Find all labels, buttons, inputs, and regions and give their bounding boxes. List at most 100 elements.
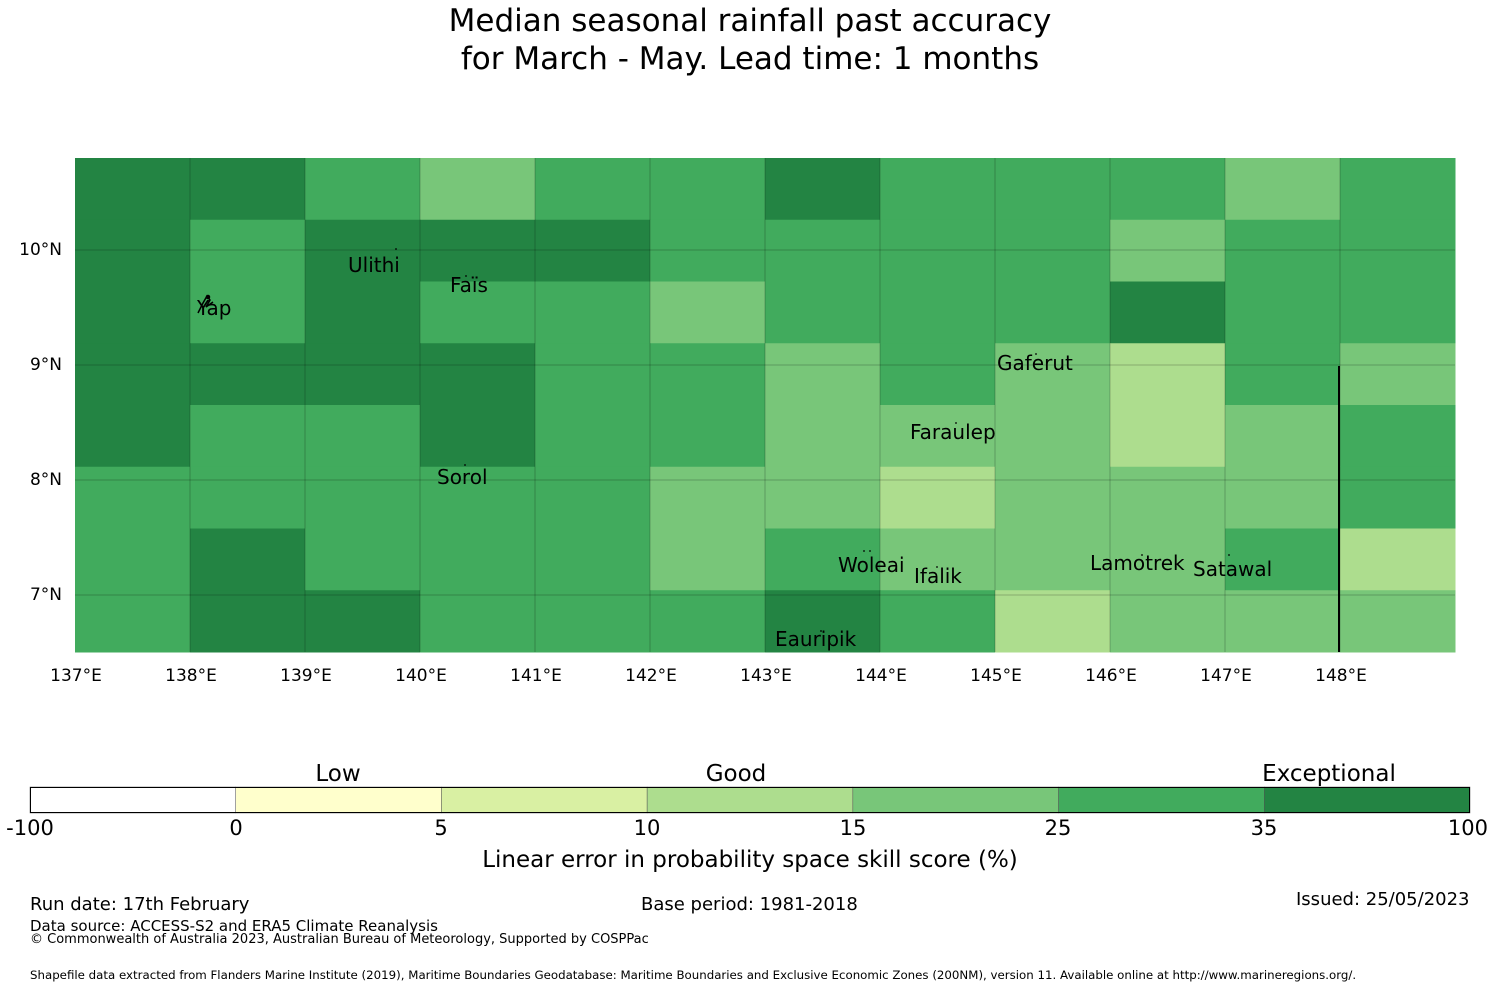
skill-cell — [1340, 528, 1456, 591]
skill-cell — [650, 405, 766, 468]
colorbar-segment — [441, 786, 648, 814]
skill-grid — [75, 158, 1456, 653]
colorbar-tick-35: 35 — [1250, 816, 1278, 840]
skill-cell — [535, 281, 651, 344]
skill-cell — [1225, 219, 1341, 282]
skill-cell — [995, 528, 1111, 591]
map-title-line-2: for March - May. Lead time: 1 months — [460, 41, 1040, 77]
skill-cell — [765, 343, 881, 406]
skill-cell — [190, 281, 306, 344]
skill-cell — [190, 405, 306, 468]
colorbar-segment — [852, 786, 1059, 814]
lat-label-9n: 9°N — [29, 355, 62, 375]
place-label-satawal: Satawal — [1193, 557, 1273, 581]
skill-cell — [190, 343, 306, 406]
skill-cell — [75, 158, 191, 221]
issued-date: Issued: 25/05/2023 — [1296, 889, 1470, 910]
skill-cell — [305, 590, 421, 653]
skill-cell — [190, 590, 306, 653]
skill-cell — [1340, 590, 1456, 653]
skill-cell — [765, 405, 881, 468]
skill-cell — [1225, 281, 1341, 344]
skill-cell — [75, 528, 191, 591]
skill-cell — [765, 528, 881, 591]
skill-cell — [190, 158, 306, 221]
skill-cell — [650, 466, 766, 529]
skill-cell — [880, 281, 996, 344]
skill-cell — [1340, 405, 1456, 468]
skill-cell — [880, 158, 996, 221]
colorbar-category-low: Low — [315, 761, 361, 787]
place-label-lamotrek: Lamotrek — [1090, 551, 1185, 575]
colorbar-category-exceptional: Exceptional — [1262, 761, 1396, 787]
shapefile-credit: Shapefile data extracted from Flanders M… — [30, 968, 1357, 982]
skill-cell — [420, 219, 536, 282]
skill-cell — [1110, 590, 1226, 653]
colorbar-tick-15: 15 — [839, 816, 867, 840]
skill-cell — [880, 219, 996, 282]
skill-cell — [650, 158, 766, 221]
skill-cell — [650, 590, 766, 653]
skill-cell — [420, 281, 536, 344]
skill-cell — [305, 466, 421, 529]
skill-cell — [995, 466, 1111, 529]
skill-cell — [535, 590, 651, 653]
skill-cell — [1340, 466, 1456, 529]
colorbar-segment — [1058, 786, 1265, 814]
lon-label-137e: 137°E — [50, 666, 102, 686]
skill-cell — [535, 158, 651, 221]
island-markers — [395, 248, 1230, 632]
skill-cell — [75, 590, 191, 653]
colorbar-segment — [1264, 786, 1471, 814]
skill-cell — [765, 466, 881, 529]
skill-cell — [650, 528, 766, 591]
skill-cell — [190, 466, 306, 529]
colorbar-tick-100: 100 — [1447, 816, 1488, 840]
skill-cell — [1110, 528, 1226, 591]
lat-label-7n: 7°N — [29, 585, 62, 605]
skill-cell — [305, 528, 421, 591]
skill-cell — [1340, 219, 1456, 282]
lon-label-147e: 147°E — [1200, 666, 1252, 686]
lon-label-143e: 143°E — [740, 666, 792, 686]
base-period: Base period: 1981-2018 — [641, 894, 858, 915]
lon-label-140e: 140°E — [395, 666, 447, 686]
skill-cell — [75, 466, 191, 529]
skill-cell — [190, 219, 306, 282]
place-label-gaferut: Gaferut — [997, 351, 1073, 375]
skill-cell — [880, 405, 996, 468]
colorbar-tick-25: 25 — [1044, 816, 1072, 840]
skill-cell — [1225, 528, 1341, 591]
skill-cell — [995, 158, 1111, 221]
colorbar-segment — [235, 786, 442, 814]
skill-cell — [880, 466, 996, 529]
skill-cell — [1110, 405, 1226, 468]
skill-cell — [75, 281, 191, 344]
skill-cell — [190, 528, 306, 591]
skill-cell — [1340, 158, 1456, 221]
skill-cell — [1225, 343, 1341, 406]
place-label-woleai: Woleai — [838, 553, 905, 577]
skill-cell — [420, 405, 536, 468]
lon-label-145e: 145°E — [970, 666, 1022, 686]
skill-cell — [1225, 158, 1341, 221]
run-date: Run date: 17th February — [30, 894, 250, 915]
skill-cell — [305, 158, 421, 221]
skill-cell — [535, 466, 651, 529]
skill-cell — [765, 219, 881, 282]
skill-cell — [1340, 343, 1456, 406]
colorbar-tick-10: 10 — [633, 816, 661, 840]
skill-cell — [535, 528, 651, 591]
skill-cell — [420, 158, 536, 221]
skill-cell — [75, 343, 191, 406]
colorbar-segment — [646, 786, 854, 814]
skill-cell — [75, 405, 191, 468]
map-title-line-1: Median seasonal rainfall past accuracy — [448, 3, 1052, 39]
skill-cell — [1110, 281, 1226, 344]
lon-label-142e: 142°E — [625, 666, 677, 686]
lon-label-144e: 144°E — [855, 666, 907, 686]
yap-island-shape — [197, 294, 214, 314]
lon-label-139e: 139°E — [280, 666, 332, 686]
place-label-ulithi: Ulithi — [348, 253, 400, 277]
skill-cell — [420, 466, 536, 529]
